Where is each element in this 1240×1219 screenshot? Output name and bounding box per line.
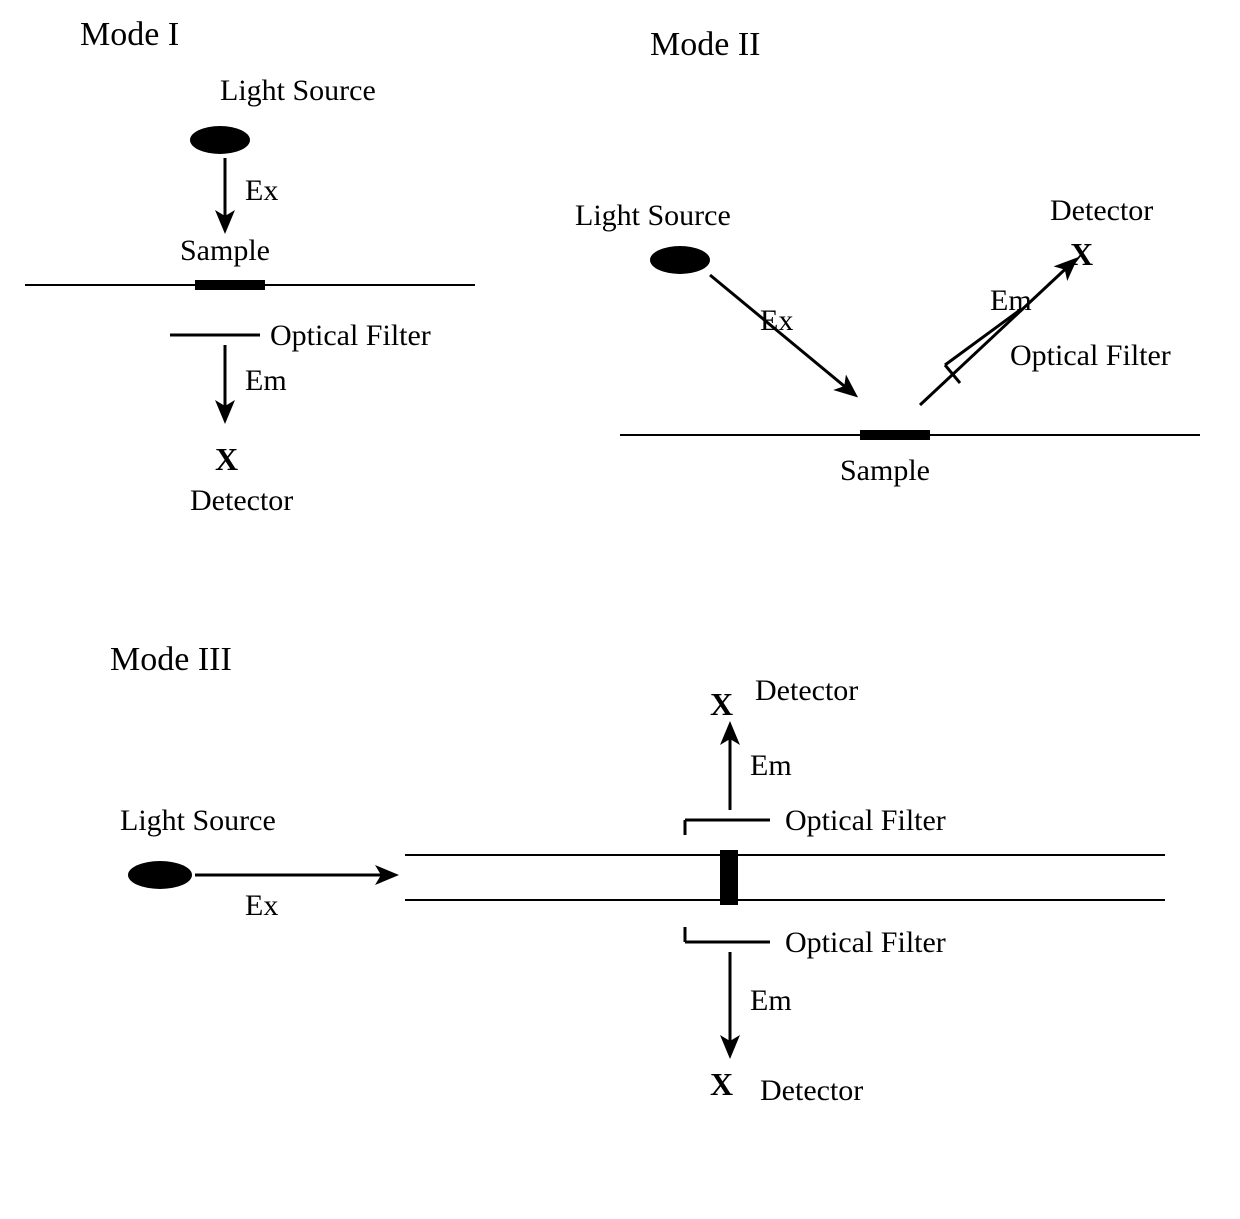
mode1-light-source-icon: [190, 126, 250, 154]
mode3-detector-bot-x: X: [710, 1066, 733, 1102]
mode3-em-bot-label: Em: [750, 984, 792, 1017]
mode1-detector-x: X: [215, 441, 238, 477]
mode3-ex-label: Ex: [245, 889, 278, 922]
mode2-detector-label: Detector: [1050, 194, 1153, 227]
mode2-optical-filter-line: [945, 310, 1020, 365]
mode1-optical-filter-label: Optical Filter: [270, 319, 431, 352]
mode2-optical-filter-label: Optical Filter: [1010, 339, 1171, 372]
mode2-em-label: Em: [990, 284, 1032, 317]
mode3-detector-top-x: X: [710, 686, 733, 722]
mode3-detector-bot-label: Detector: [760, 1074, 863, 1107]
mode3-optical-filter-top-label: Optical Filter: [785, 804, 946, 837]
mode2-detector-x: X: [1070, 236, 1093, 272]
mode1-ex-label: Ex: [245, 174, 278, 207]
mode1-sample-label: Sample: [180, 234, 270, 267]
mode3-optical-filter-bot-label: Optical Filter: [785, 926, 946, 959]
mode3-em-top-label: Em: [750, 749, 792, 782]
mode2-sample-label: Sample: [840, 454, 930, 487]
mode2-title: Mode II: [650, 26, 760, 63]
mode3-title: Mode III: [110, 641, 232, 678]
mode2-light-source-label: Light Source: [575, 199, 731, 232]
mode2-sample-rect: [860, 430, 930, 440]
mode1-sample-rect: [195, 280, 265, 290]
mode3-sample-rect: [720, 850, 738, 905]
mode3-light-source-label: Light Source: [120, 804, 276, 837]
mode1-title: Mode I: [80, 16, 179, 53]
mode3-light-source-icon: [128, 861, 192, 889]
mode2-ex-label: Ex: [760, 304, 793, 337]
mode1-detector-label: Detector: [190, 484, 293, 517]
mode1-em-label: Em: [245, 364, 287, 397]
mode2-light-source-icon: [650, 246, 710, 274]
mode2-em-arrow: [920, 260, 1075, 405]
mode3-detector-top-label: Detector: [755, 674, 858, 707]
mode1-light-source-label: Light Source: [220, 74, 376, 107]
